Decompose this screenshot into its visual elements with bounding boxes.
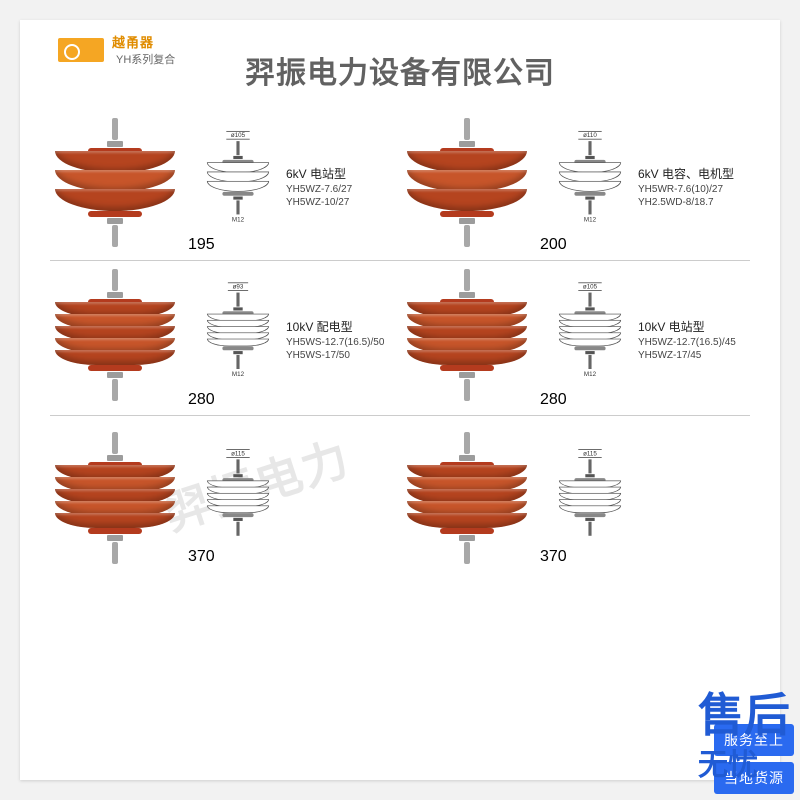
dim-bolt: M12 [232, 371, 244, 378]
grid-cell: ø93 M12 280 10kV 配电型 YH5WS-12.7(16.5)/50… [50, 269, 398, 409]
watermark-company: 羿振电力设备有限公司 [20, 48, 780, 92]
arrester-photo [402, 118, 532, 247]
product-title: 6kV 电容、电机型 [638, 165, 734, 182]
dimension-diagram: ø115 370 [188, 437, 288, 566]
product-model: YH5WZ-7.6/27 [286, 184, 352, 195]
dim-bolt: M12 [584, 371, 596, 378]
product-model: YH5WS-17/50 [286, 350, 350, 361]
product-model: YH5WZ-17/45 [638, 350, 701, 361]
product-title: 10kV 电站型 [638, 318, 705, 335]
product-title: 6kV 电站型 [286, 165, 346, 182]
product-model: YH5WZ-10/27 [286, 197, 349, 208]
dim-side: 370 [188, 548, 288, 566]
grid-row: ø105 M12 195 6kV 电站型 YH5WZ-7.6/27 YH5WZ-… [50, 110, 750, 260]
product-labels: 10kV 配电型 YH5WS-12.7(16.5)/50 YH5WS-17/50 [286, 318, 384, 361]
grid-row: ø115 370 [50, 415, 750, 585]
grid-row: ø93 M12 280 10kV 配电型 YH5WS-12.7(16.5)/50… [50, 260, 750, 415]
dim-top: ø93 [228, 282, 248, 291]
product-model: YH5WR-7.6(10)/27 [638, 184, 723, 195]
dimension-diagram: ø115 370 [540, 437, 640, 566]
arrester-photo [50, 269, 180, 401]
dim-top: ø105 [578, 282, 602, 291]
arrester-photo [402, 432, 532, 564]
arrester-photo [50, 118, 180, 247]
grid-cell: ø115 370 [402, 424, 750, 579]
dimension-diagram: ø105 M12 280 [540, 269, 640, 409]
product-model: YH5WZ-12.7(16.5)/45 [638, 337, 736, 348]
dim-bolt: M12 [584, 216, 596, 223]
product-labels: 6kV 电站型 YH5WZ-7.6/27 YH5WZ-10/27 [286, 165, 352, 208]
dim-top: ø115 [226, 449, 249, 458]
dim-bolt: M12 [232, 216, 244, 223]
dimension-diagram: ø105 M12 195 [188, 118, 288, 254]
arrester-photo [50, 432, 180, 564]
dim-side: 195 [188, 236, 288, 254]
product-labels: 6kV 电容、电机型 YH5WR-7.6(10)/27 YH2.5WD-8/18… [638, 165, 734, 208]
dim-side: 280 [188, 391, 288, 409]
catalog-sheet: 越甬器 YH系列复合 羿振电力设备有限公司 羿振电力 [20, 20, 780, 780]
dim-top: ø110 [578, 131, 601, 140]
dimension-diagram: ø93 M12 280 [188, 269, 288, 409]
grid-cell: ø105 M12 280 10kV 电站型 YH5WZ-12.7(16.5)/4… [402, 269, 750, 409]
dim-side: 370 [540, 548, 640, 566]
product-model: YH5WS-12.7(16.5)/50 [286, 337, 384, 348]
product-labels: 10kV 电站型 YH5WZ-12.7(16.5)/45 YH5WZ-17/45 [638, 318, 736, 361]
dimension-diagram: ø110 M12 200 [540, 118, 640, 254]
dim-side: 280 [540, 391, 640, 409]
product-grid: ø105 M12 195 6kV 电站型 YH5WZ-7.6/27 YH5WZ-… [50, 110, 750, 780]
dim-top: ø105 [226, 131, 250, 140]
product-model: YH2.5WD-8/18.7 [638, 197, 714, 208]
dim-top: ø115 [578, 449, 601, 458]
dim-side: 200 [540, 236, 640, 254]
product-title: 10kV 配电型 [286, 318, 353, 335]
grid-cell: ø105 M12 195 6kV 电站型 YH5WZ-7.6/27 YH5WZ-… [50, 118, 398, 254]
grid-cell: ø115 370 [50, 424, 398, 579]
grid-cell: ø110 M12 200 6kV 电容、电机型 YH5WR-7.6(10)/27… [402, 118, 750, 254]
page-root: { "brand": { "logo_cn": "越甬器", "series":… [0, 0, 800, 800]
sales-slogan: 售后 无忧 [698, 692, 790, 784]
sales-small: 无忧 [698, 740, 790, 784]
arrester-photo [402, 269, 532, 401]
sales-big: 售后 [698, 692, 790, 738]
